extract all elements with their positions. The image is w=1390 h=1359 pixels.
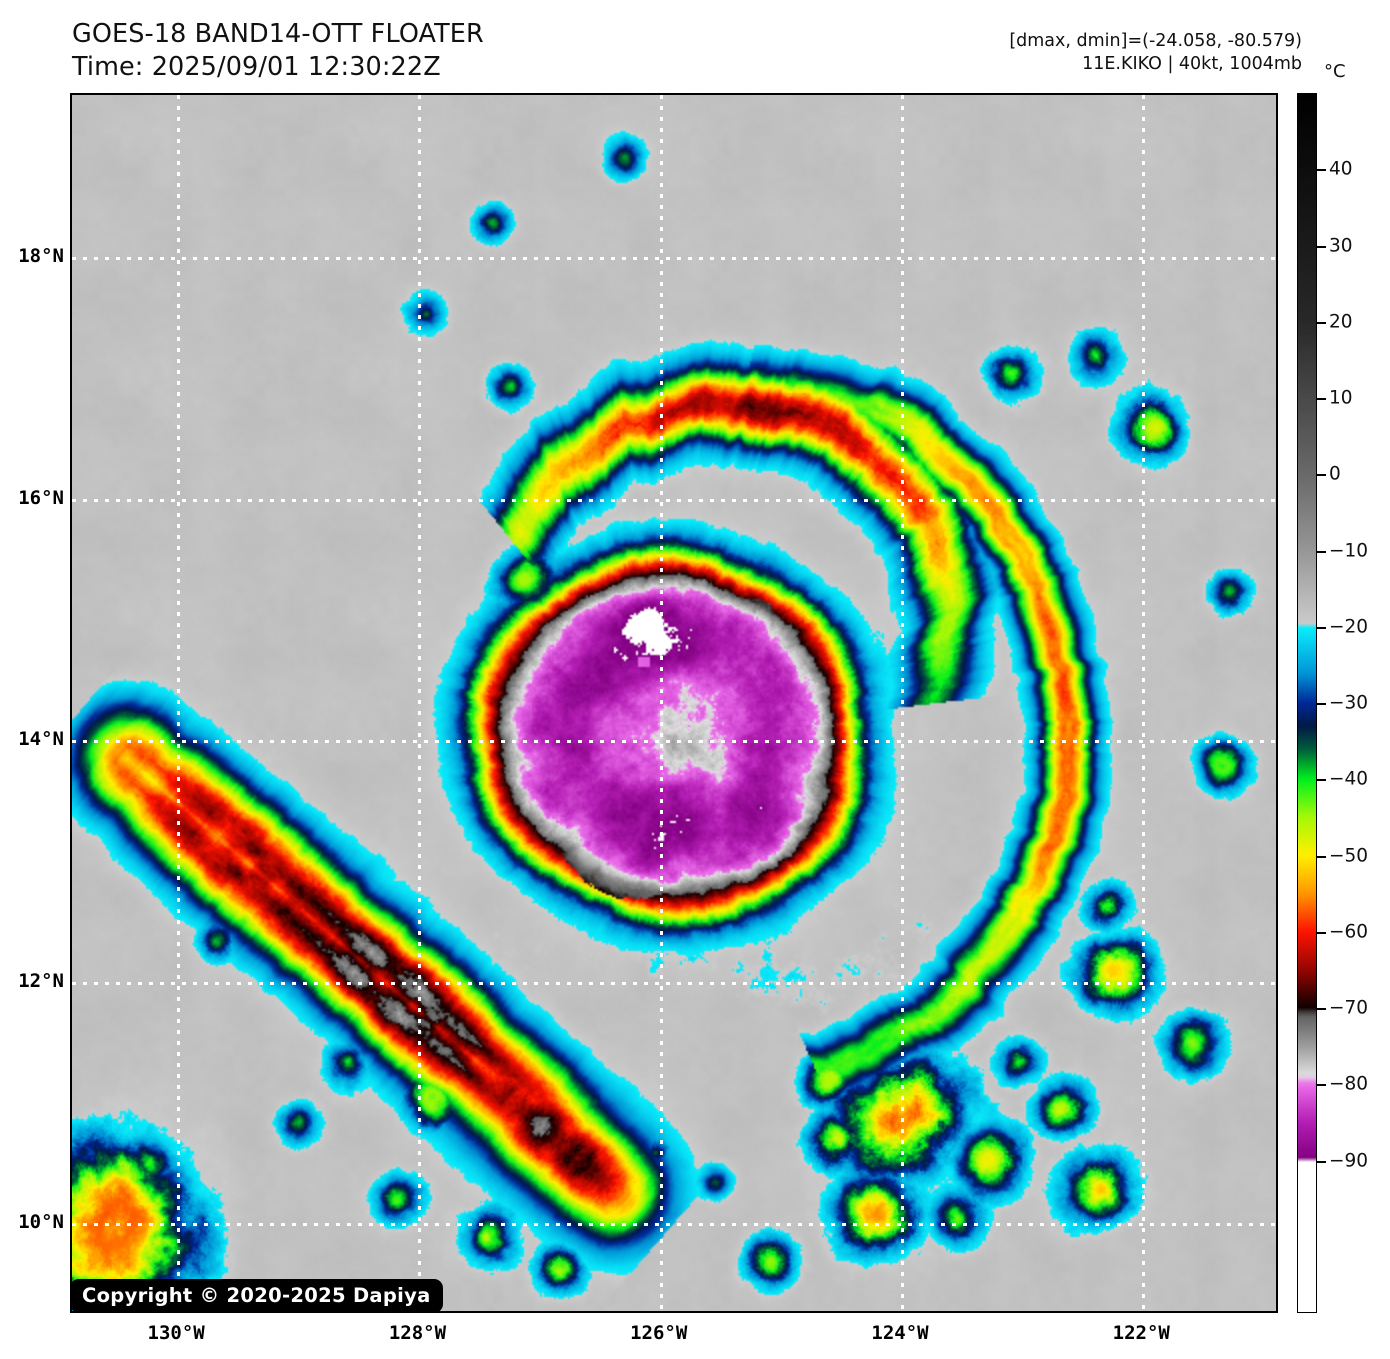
colorbar-tick [1317,550,1326,553]
colorbar-tick [1317,1084,1326,1087]
lon-tick-label: 122°W [1112,1322,1170,1344]
colorbar-tick [1317,321,1326,324]
colorbar-tick-label: 20 [1329,311,1353,333]
colorbar-tick-label: −50 [1329,845,1369,866]
lon-tick-label: 126°W [630,1322,688,1344]
colorbar-gradient [1298,94,1316,1312]
lat-tick-label: 16°N [18,486,64,509]
colorbar-tick-label: −70 [1329,997,1369,1019]
colorbar-tick-label: −60 [1329,921,1369,943]
colorbar-tick-label: 40 [1329,158,1353,180]
colorbar-tick [1317,626,1326,629]
colorbar-tick-label: −40 [1329,768,1369,790]
colorbar-tick [1317,1008,1326,1010]
colorbar-tick [1317,703,1326,705]
colorbar-tick [1317,931,1326,934]
product-title: GOES-18 BAND14-OTT FLOATER [72,19,484,49]
temperature-colorbar[interactable] [1297,93,1317,1313]
colorbar-tick-label: −30 [1329,692,1369,714]
colorbar-tick [1317,245,1326,248]
colorbar-tick-label: 0 [1329,463,1341,485]
storm-info-label: 11E.KIKO | 40kt, 1004mb [1082,54,1302,75]
lat-tick-label: 18°N [18,245,64,268]
lon-tick-label: 130°W [147,1322,205,1344]
metadata-block: [dmax, dmin]=(-24.058, -80.579) 11E.KIKO… [1009,30,1302,77]
infrared-imagery [72,95,1276,1311]
colorbar-tick [1317,855,1326,858]
dminmax-label: [dmax, dmin]=(-24.058, -80.579) [1009,31,1302,51]
colorbar-tick-label: −90 [1329,1150,1369,1171]
colorbar-tick-label: 10 [1329,387,1353,409]
copyright-badge: Copyright © 2020-2025 Dapiya [70,1279,443,1313]
lat-tick-label: 14°N [18,728,64,751]
lat-tick-label: 10°N [18,1211,64,1234]
colorbar-tick [1317,398,1326,400]
colorbar-unit-label: °C [1324,61,1346,82]
colorbar-tick [1317,474,1326,477]
colorbar-tick [1317,169,1326,172]
colorbar-tick-label: −10 [1329,540,1369,561]
colorbar-tick-label: −20 [1329,616,1369,638]
observation-time: Time: 2025/09/01 12:30:22Z [72,52,441,83]
colorbar-tick [1317,779,1326,782]
satellite-plot[interactable] [70,93,1278,1313]
colorbar-tick-label: 30 [1329,235,1353,256]
colorbar-tick [1317,1160,1326,1163]
page-title: GOES-18 BAND14-OTT FLOATER Time: 2025/09… [72,18,484,84]
lon-tick-label: 124°W [871,1322,929,1344]
colorbar-tick-label: −80 [1329,1073,1369,1095]
lat-tick-label: 12°N [18,969,64,992]
lon-tick-label: 128°W [388,1322,447,1344]
